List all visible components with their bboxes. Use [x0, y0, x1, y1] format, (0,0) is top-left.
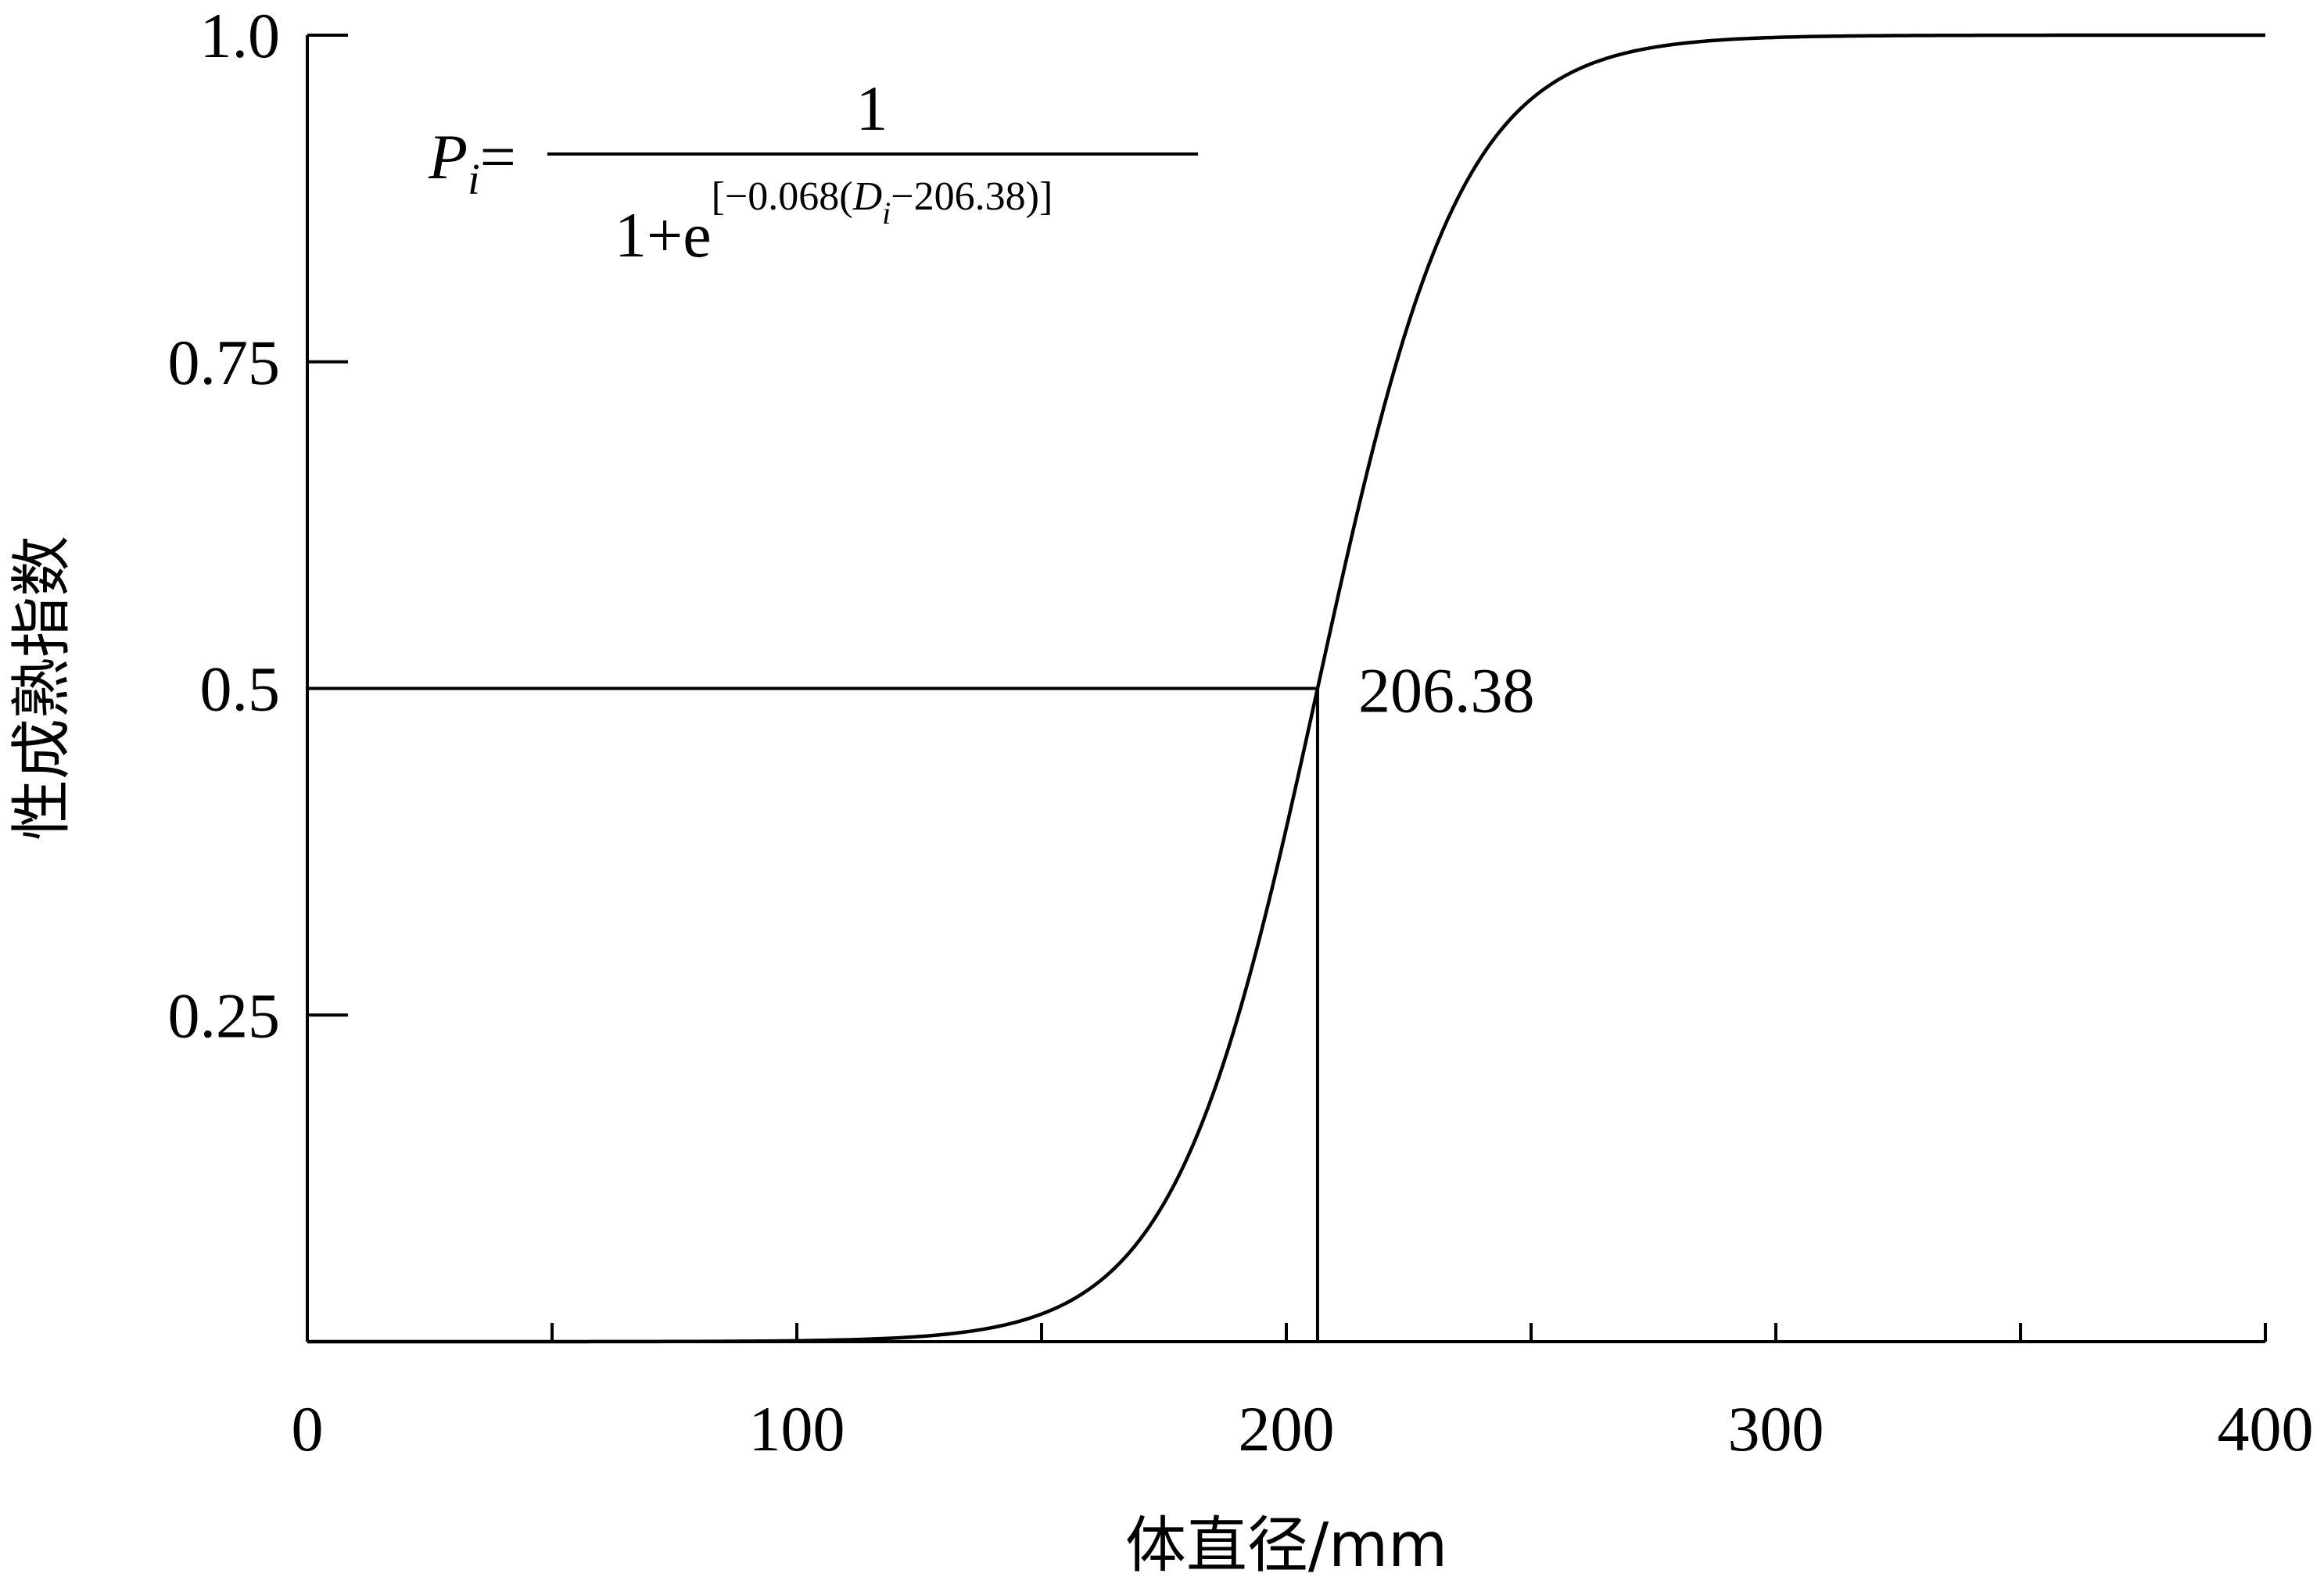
formula-lhs: Pi= — [428, 121, 516, 204]
formula-numerator: 1 — [856, 73, 888, 144]
midpoint-annotation: 206.38 — [1358, 655, 1535, 726]
formula-lhs-sub: i — [468, 156, 480, 204]
y-tick-label: 0.75 — [168, 327, 281, 398]
y-tick-label: 0.5 — [200, 654, 281, 725]
series-line-logistic — [307, 33, 2265, 1344]
formula-denominator: 1+e[−0.068(Di−206.38)] — [615, 174, 1053, 271]
x-ticks — [306, 1323, 2267, 1342]
formula-exp-suffix: −206.38)] — [891, 174, 1053, 219]
formula-exp-var: D — [852, 174, 883, 219]
x-tick-label: 400 — [2218, 1393, 2314, 1464]
y-tick-label: 0.25 — [168, 980, 281, 1051]
x-tick-label: 200 — [1239, 1393, 1335, 1464]
formula-exp-prefix: [−0.068( — [712, 174, 853, 219]
formula-exp-sub: i — [882, 195, 891, 231]
formula: Pi= 1 1+e[−0.068(Di−206.38)] — [428, 73, 1198, 271]
formula-lhs-var: P — [428, 121, 468, 192]
y-tick-label: 1.0 — [200, 0, 281, 71]
y-axis-title: 性成熟指数 — [7, 536, 77, 841]
x-axis-title: 体直径/mm — [1125, 1511, 1447, 1581]
y-tick-labels: 0.25 0.5 0.75 1.0 — [168, 0, 281, 1051]
formula-denom-base: 1+e — [615, 199, 712, 271]
formula-equals: = — [480, 121, 516, 192]
x-tick-labels: 0 100 200 300 400 — [292, 1393, 2314, 1464]
y-ticks — [307, 34, 348, 1017]
x-tick-label: 300 — [1728, 1393, 1824, 1464]
x-tick-label: 100 — [749, 1393, 845, 1464]
x-tick-label: 0 — [292, 1393, 324, 1464]
plot-area: 0 100 200 300 400 0.25 0.5 0.75 1.0 206.38 体直径/… — [7, 0, 2314, 1581]
